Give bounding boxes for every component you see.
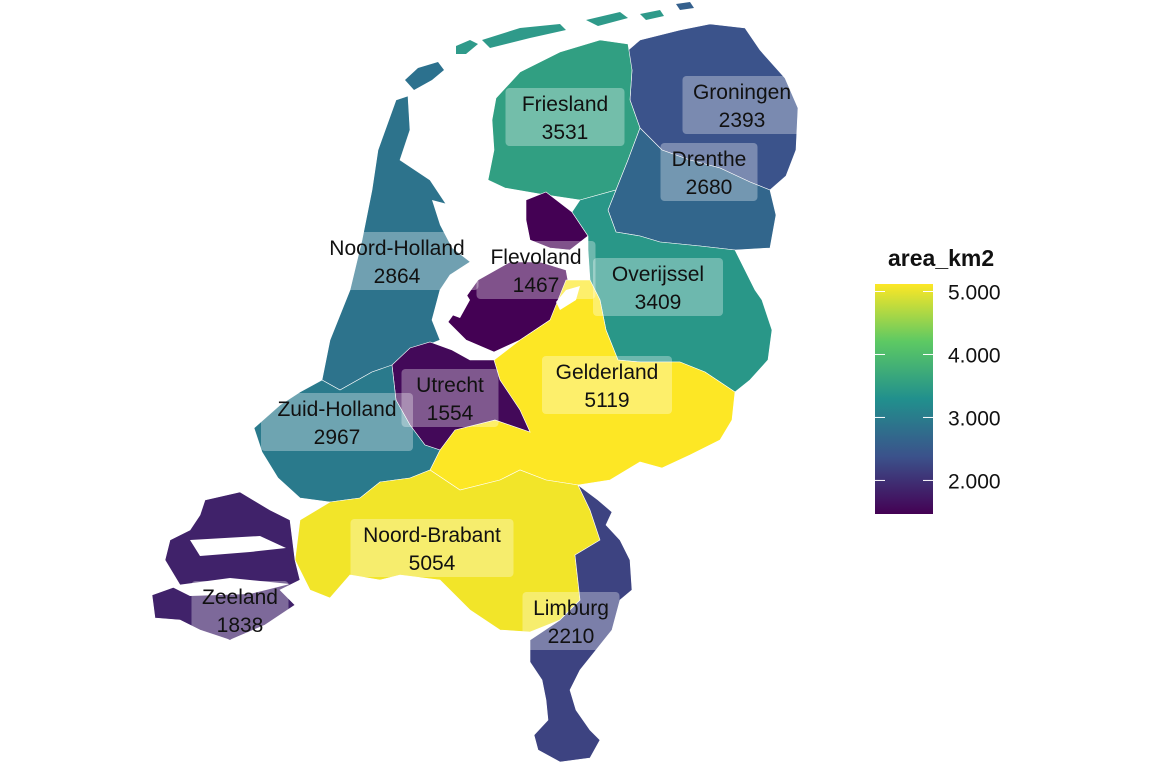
- province-label-box: [476, 241, 596, 299]
- province-label-box: [682, 76, 802, 134]
- province-area-value: 5054: [409, 552, 456, 575]
- province-area-value: 2967: [314, 426, 361, 449]
- island-rottumeroog: [676, 2, 694, 10]
- province-label-flevoland: Flevoland 1467: [476, 241, 596, 299]
- province-name: Noord-Holland: [329, 237, 464, 260]
- color-legend: area_km2 5.000 4.000 3.000 2.000: [875, 245, 1001, 514]
- province-label-box: [522, 592, 620, 650]
- province-limburg[interactable]: [529, 484, 633, 763]
- province-label-box: [261, 393, 413, 451]
- island-schiermonnikoog: [640, 10, 664, 20]
- island-vlieland: [456, 40, 478, 54]
- province-noord-holland[interactable]: [321, 95, 481, 391]
- province-area-value: 2210: [548, 625, 595, 648]
- veluwemeer: [556, 286, 580, 310]
- province-label-utrecht: Utrecht 1554: [401, 369, 499, 427]
- province-name: Friesland: [522, 93, 608, 116]
- province-name: Noord-Brabant: [363, 524, 501, 547]
- legend-tick-label: 3.000: [948, 407, 1001, 430]
- legend-colorbar: [875, 284, 933, 514]
- province-label-limburg: Limburg 2210: [522, 592, 620, 650]
- province-area-value: 3409: [635, 291, 682, 314]
- province-name: Drenthe: [672, 148, 747, 171]
- province-label-box: [315, 232, 479, 290]
- zeeland-estuary: [190, 536, 286, 556]
- province-label-drenthe: Drenthe 2680: [660, 143, 758, 201]
- province-area-value: 2864: [374, 265, 421, 288]
- province-name: Zeeland: [202, 586, 278, 609]
- ijsselmeer: [432, 196, 520, 262]
- province-label-gelderland: Gelderland 5119: [542, 356, 672, 414]
- westerschelde: [170, 578, 290, 596]
- province-label-noord-holland: Noord-Holland 2864: [315, 232, 479, 290]
- island-texel: [405, 62, 444, 90]
- markermeer: [440, 284, 470, 318]
- island-ameland: [586, 12, 628, 26]
- province-area-value: 3531: [542, 121, 589, 144]
- province-label-friesland: Friesland 3531: [505, 88, 625, 146]
- province-label-noord-brabant: Noord-Brabant 5054: [350, 519, 514, 577]
- province-area-value: 1838: [217, 614, 264, 637]
- province-label-zeeland: Zeeland 1838: [191, 581, 289, 639]
- wadden-islands: [405, 2, 694, 90]
- province-name: Utrecht: [416, 374, 484, 397]
- province-label-box: [593, 258, 723, 316]
- province-area-value: 1467: [513, 274, 560, 297]
- province-label-zuid-holland: Zuid-Holland 2967: [261, 393, 413, 451]
- province-label-box: [401, 369, 499, 427]
- province-label-groningen: Groningen 2393: [682, 76, 802, 134]
- province-name: Limburg: [533, 597, 609, 620]
- legend-tick-label: 2.000: [948, 470, 1001, 493]
- province-name: Gelderland: [556, 361, 659, 384]
- province-label-box: [542, 356, 672, 414]
- province-label-box: [191, 581, 289, 639]
- province-label-box: [350, 519, 514, 577]
- inland-water: [170, 196, 580, 596]
- legend-tick-label: 4.000: [948, 344, 1001, 367]
- province-zeeland[interactable]: [151, 491, 301, 641]
- province-area-value: 2393: [719, 109, 766, 132]
- province-name: Zuid-Holland: [277, 398, 396, 421]
- province-label-box: [660, 143, 758, 201]
- province-area-value: 2680: [686, 176, 733, 199]
- legend-tick-label: 5.000: [948, 281, 1001, 304]
- province-area-value: 1554: [427, 402, 474, 425]
- legend-title: area_km2: [888, 245, 994, 271]
- province-name: Flevoland: [490, 246, 581, 269]
- province-area-value: 5119: [584, 389, 629, 412]
- province-label-overijssel: Overijssel 3409: [593, 258, 723, 316]
- province-label-box: [505, 88, 625, 146]
- island-terschelling: [482, 24, 566, 48]
- province-name: Overijssel: [612, 263, 704, 286]
- province-name: Groningen: [693, 81, 791, 104]
